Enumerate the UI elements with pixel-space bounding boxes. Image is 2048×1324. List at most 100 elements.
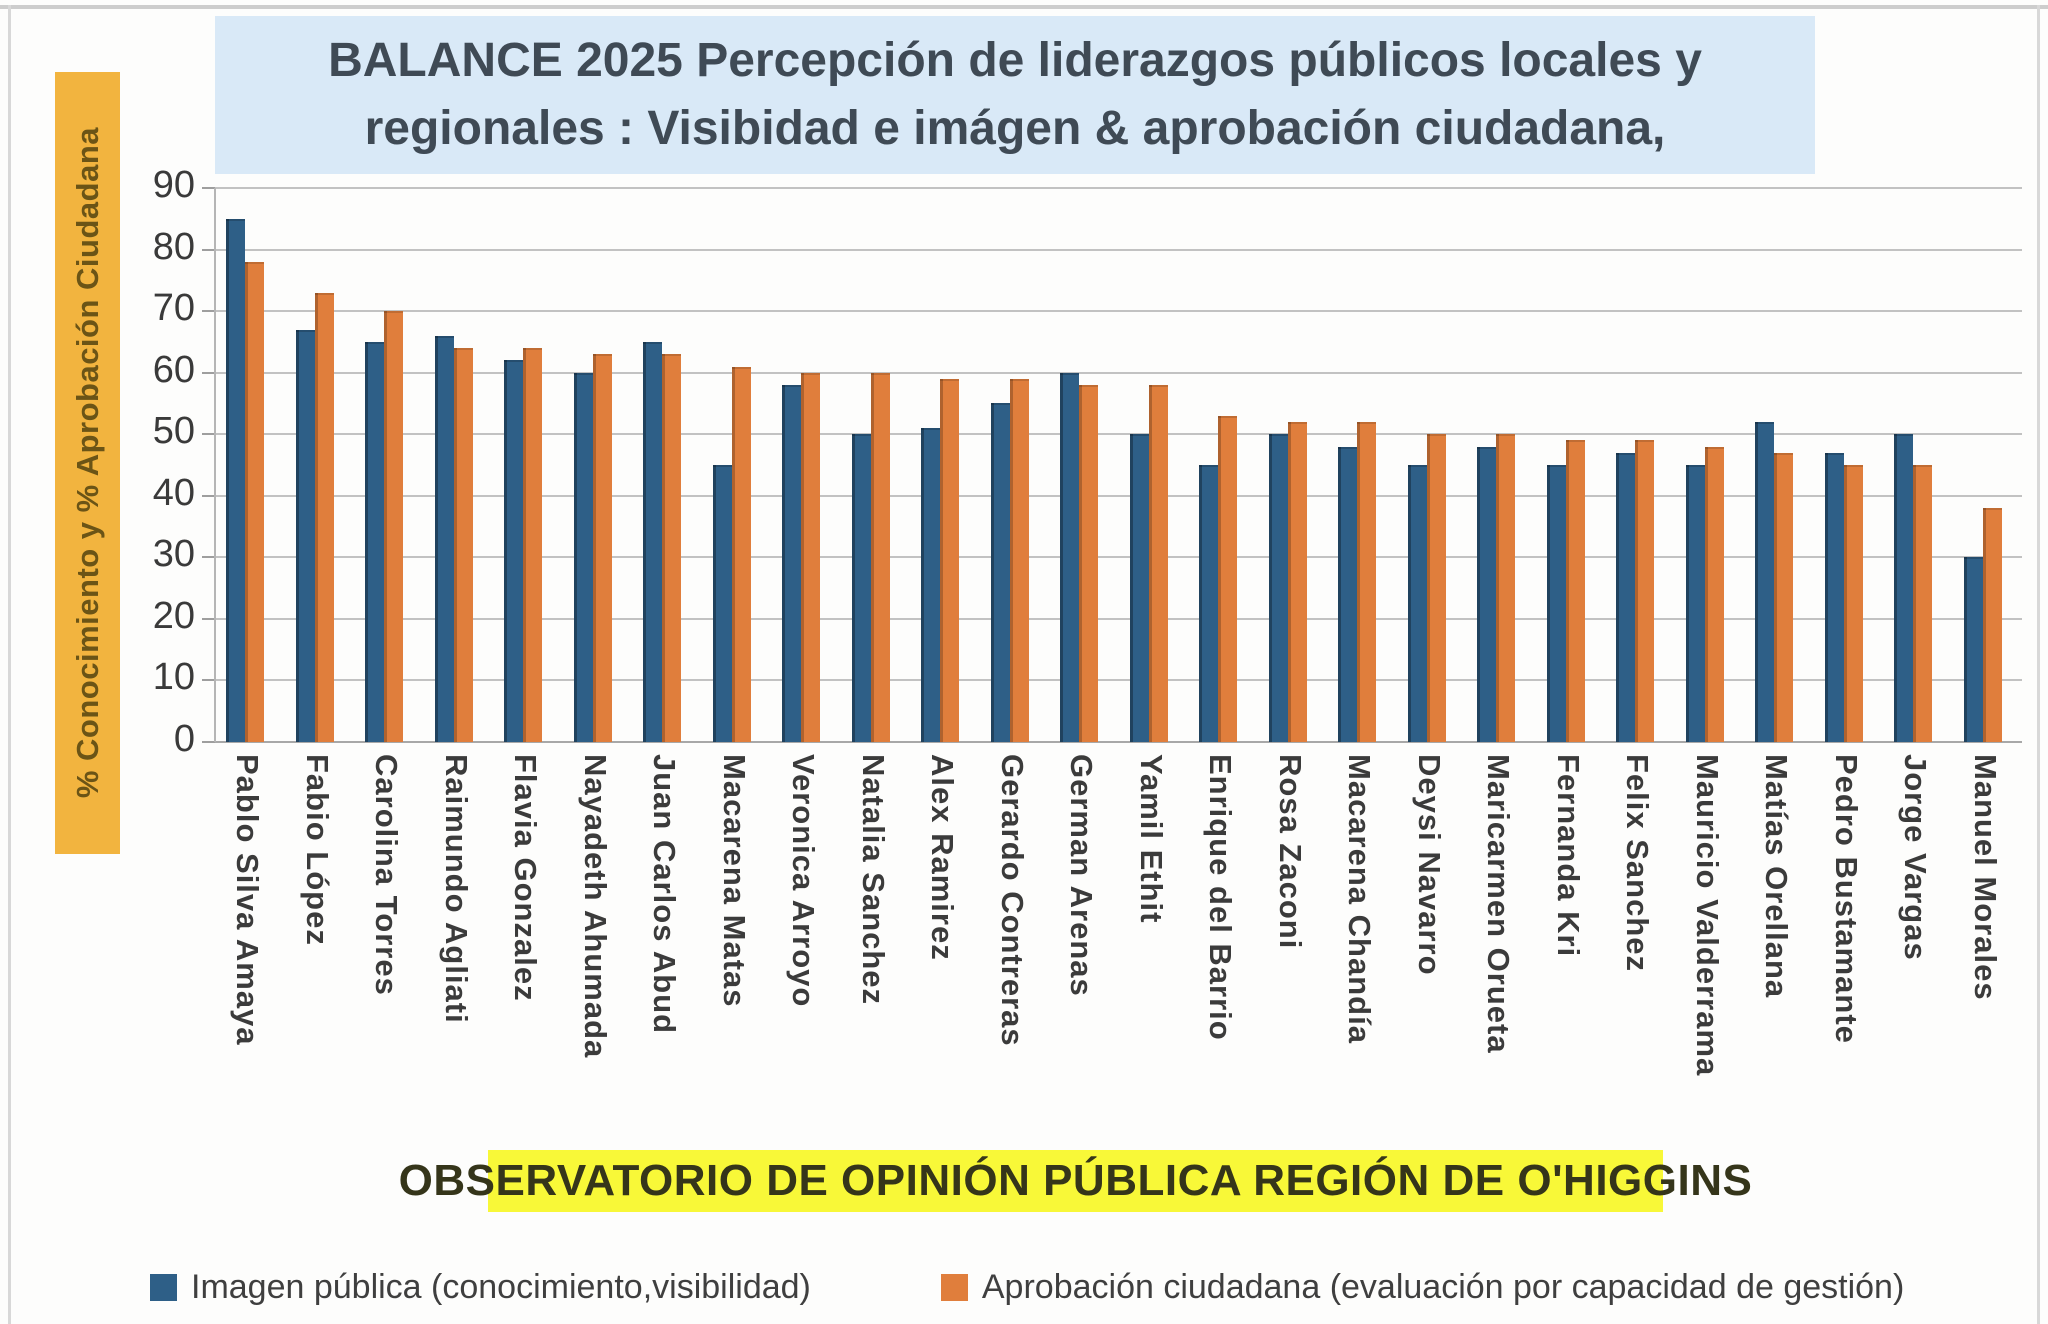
y-tickmark-0 — [202, 741, 215, 743]
bar-aprobacion-17 — [1357, 422, 1376, 742]
bar-aprobacion-3 — [384, 311, 403, 742]
chart-title-line2: regionales : Visibidad e imágen & aproba… — [364, 102, 1666, 155]
bar-aprobacion-20 — [1566, 440, 1585, 742]
bar-aprobacion-26 — [1983, 508, 2002, 742]
x-label-17: Macarena Chandía — [1342, 754, 1377, 1044]
bar-imagen-7 — [643, 342, 662, 742]
x-label-13: German Arenas — [1064, 754, 1099, 997]
gridline-0 — [215, 741, 2022, 743]
y-tick-label-0: 0 — [173, 718, 195, 760]
x-label-21: Felix Sanchez — [1620, 754, 1655, 973]
window-left-border — [8, 5, 11, 1324]
y-tick-label-30: 30 — [152, 533, 195, 576]
y-tickmark-50 — [202, 433, 215, 436]
x-label-5: Flavia Gonzalez — [508, 754, 543, 1002]
source-banner: OBSERVATORIO DE OPINIÓN PÚBLICA REGIÓN D… — [399, 1150, 1752, 1212]
bar-imagen-18 — [1408, 465, 1427, 742]
bar-imagen-8 — [713, 465, 732, 742]
gridline-50 — [215, 433, 2022, 436]
gridline-80 — [215, 248, 2022, 251]
legend-swatch-orange — [940, 1273, 968, 1301]
x-label-16: Rosa Zaconi — [1273, 754, 1308, 950]
legend-label-aprobacion-ciudadana: Aprobación ciudadana (evaluación por cap… — [981, 1267, 1905, 1306]
bar-imagen-17 — [1338, 447, 1357, 742]
y-tick-label-70: 70 — [152, 287, 195, 330]
bar-aprobacion-16 — [1288, 422, 1307, 742]
bar-imagen-3 — [365, 342, 384, 742]
x-label-14: Yamil Ethit — [1134, 754, 1169, 924]
x-label-18: Deysi Navarro — [1412, 754, 1447, 976]
bar-aprobacion-14 — [1149, 385, 1168, 742]
bar-imagen-26 — [1964, 557, 1983, 742]
chart-title: BALANCE 2025 Percepción de liderazgos pú… — [215, 16, 1815, 174]
x-label-12: Gerardo Contreras — [995, 754, 1030, 1047]
gridline-60 — [215, 371, 2022, 374]
bar-aprobacion-22 — [1705, 447, 1724, 742]
window-right-border — [2037, 5, 2040, 1324]
gridline-10 — [215, 679, 2022, 682]
gridline-30 — [215, 556, 2022, 559]
y-tickmark-90 — [202, 187, 215, 189]
bar-aprobacion-9 — [801, 373, 820, 742]
x-label-15: Enrique del Barrio — [1203, 754, 1238, 1041]
y-tickmark-60 — [202, 371, 215, 374]
bar-aprobacion-25 — [1913, 465, 1932, 742]
bar-imagen-2 — [296, 330, 315, 742]
bar-imagen-5 — [504, 360, 523, 742]
bar-imagen-15 — [1199, 465, 1218, 742]
bar-imagen-11 — [921, 428, 940, 742]
y-tick-label-60: 60 — [152, 348, 195, 391]
x-label-20: Fernanda Kri — [1551, 754, 1586, 958]
x-label-7: Juan Carlos Abud — [647, 754, 682, 1035]
bar-aprobacion-7 — [662, 354, 681, 742]
bar-aprobacion-23 — [1774, 453, 1793, 742]
legend-item-aprobacion-ciudadana: Aprobación ciudadana (evaluación por cap… — [940, 1267, 1905, 1307]
bar-imagen-6 — [574, 373, 593, 742]
bar-imagen-20 — [1547, 465, 1566, 742]
bar-imagen-21 — [1616, 453, 1635, 742]
bar-aprobacion-2 — [315, 293, 334, 742]
bar-imagen-24 — [1825, 453, 1844, 742]
bar-aprobacion-6 — [593, 354, 612, 742]
bar-imagen-10 — [852, 434, 871, 742]
x-label-19: Maricarmen Orueta — [1481, 754, 1516, 1054]
bar-imagen-23 — [1755, 422, 1774, 742]
x-label-25: Jorge Vargas — [1898, 754, 1933, 961]
y-tickmark-30 — [202, 556, 215, 559]
x-label-9: Veronica Arroyo — [786, 754, 821, 1008]
y-tickmark-70 — [202, 310, 215, 313]
bar-imagen-9 — [782, 385, 801, 742]
y-tickmark-40 — [202, 494, 215, 497]
legend-item-imagen-publica: Imagen pública (conocimiento,visibilidad… — [150, 1268, 811, 1307]
x-label-22: Mauricio Valderrama — [1690, 754, 1725, 1077]
y-tick-label-90: 90 — [152, 164, 195, 206]
bar-aprobacion-24 — [1844, 465, 1863, 742]
y-tick-label-40: 40 — [152, 471, 195, 514]
y-tickmark-80 — [202, 248, 215, 251]
bar-aprobacion-13 — [1079, 385, 1098, 742]
bar-aprobacion-15 — [1218, 416, 1237, 742]
y-axis-line — [214, 188, 216, 742]
x-label-6: Nayadeth Ahumada — [578, 754, 613, 1059]
bar-imagen-14 — [1130, 434, 1149, 742]
bar-imagen-16 — [1269, 434, 1288, 742]
x-label-10: Natalia Sanchez — [856, 754, 891, 1006]
x-label-23: Matías Orellana — [1759, 754, 1794, 999]
x-label-4: Raimundo Agliati — [439, 754, 474, 1024]
legend: Imagen pública (conocimiento,visibilidad… — [150, 1262, 1950, 1312]
bar-imagen-13 — [1060, 373, 1079, 742]
bar-aprobacion-11 — [940, 379, 959, 742]
y-axis-title-band: % Conocimiento y % Aprobación Ciudadana — [55, 72, 120, 854]
bar-aprobacion-5 — [523, 348, 542, 742]
bar-aprobacion-19 — [1496, 434, 1515, 742]
bar-imagen-25 — [1894, 434, 1913, 742]
bar-imagen-4 — [435, 336, 454, 742]
x-label-8: Macarena Matas — [717, 754, 752, 1008]
gridline-90 — [215, 187, 2022, 189]
y-tick-label-10: 10 — [152, 656, 195, 699]
gridline-70 — [215, 310, 2022, 313]
bar-aprobacion-1 — [245, 262, 264, 742]
gridline-20 — [215, 617, 2022, 620]
x-label-11: Alex Ramirez — [925, 754, 960, 961]
legend-label-imagen-publica: Imagen pública (conocimiento,visibilidad… — [191, 1267, 811, 1306]
